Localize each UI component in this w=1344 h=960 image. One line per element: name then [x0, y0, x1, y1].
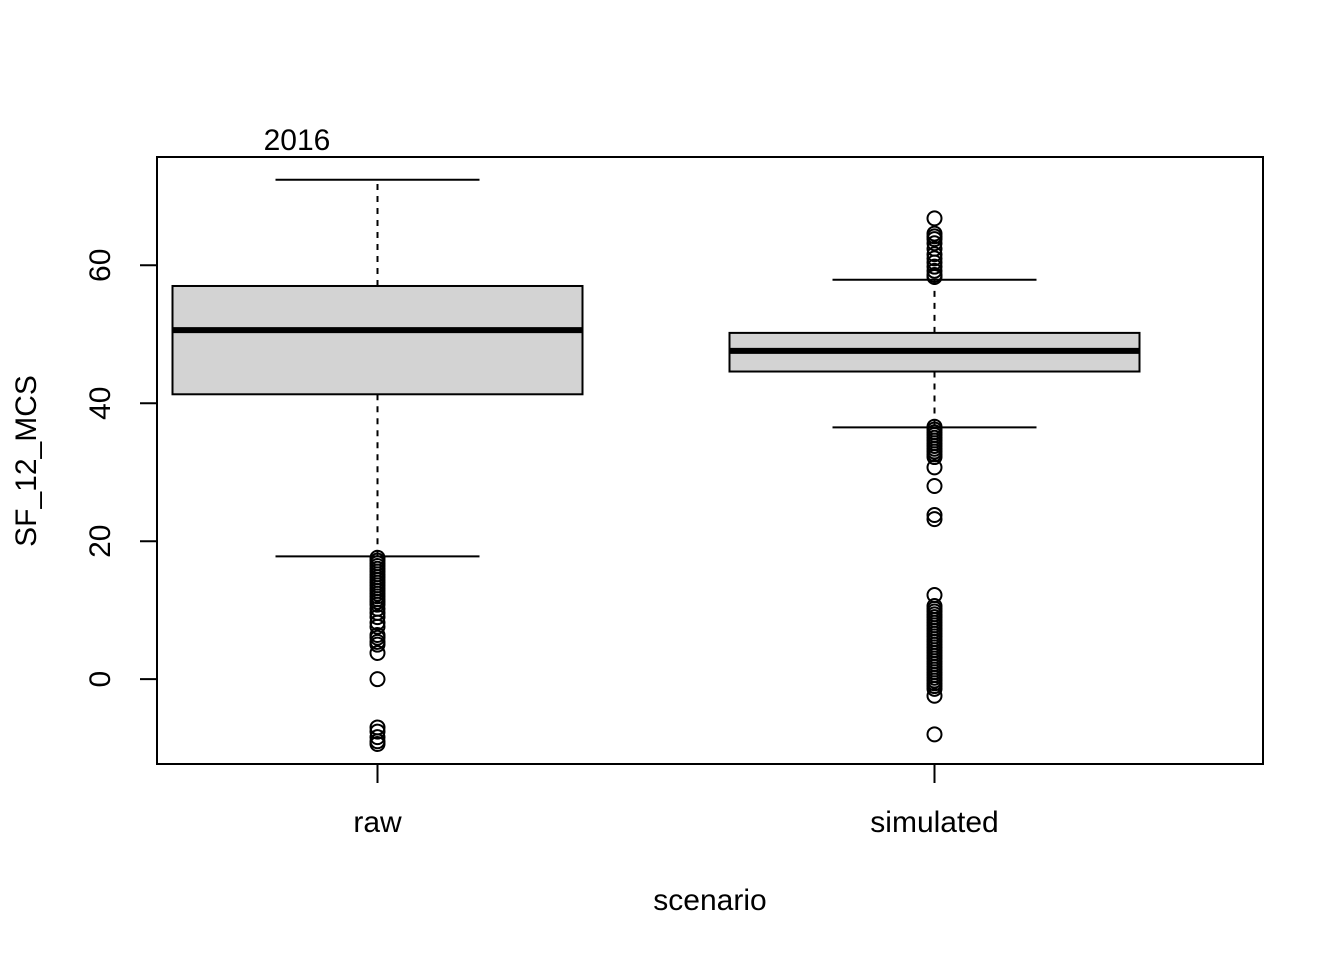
outlier-point — [369, 735, 386, 752]
outlier-point — [369, 671, 386, 688]
x-axis: raw simulated — [353, 764, 999, 839]
y-tick-label: 0 — [84, 671, 117, 688]
box-group-raw — [171, 178, 584, 752]
outlier-point — [926, 210, 943, 227]
panel-title: 2016 — [264, 124, 331, 157]
x-tick-label: raw — [353, 806, 402, 839]
outlier-point — [369, 729, 386, 746]
y-axis: 0 20 40 60 — [84, 249, 158, 688]
outlier-point — [369, 614, 386, 631]
outlier-point — [926, 231, 943, 248]
outlier-point — [369, 596, 386, 613]
y-tick-label: 20 — [84, 525, 117, 558]
outlier-point — [369, 636, 386, 653]
outlier-point — [926, 269, 943, 286]
outlier-point — [926, 511, 943, 528]
box-group-simulated — [728, 210, 1141, 743]
outlier-point — [369, 629, 386, 646]
y-tick-label: 60 — [84, 249, 117, 282]
iqr-box — [171, 284, 584, 396]
plot-frame — [156, 156, 1264, 765]
outlier-point — [926, 459, 943, 476]
outlier-point — [926, 478, 943, 495]
outlier-point — [926, 449, 943, 466]
outlier-point — [369, 618, 386, 635]
outlier-point — [926, 258, 943, 275]
outlier-point — [926, 680, 943, 697]
y-tick-label: 40 — [84, 387, 117, 420]
outlier-point — [926, 246, 943, 263]
outlier-point — [926, 262, 943, 279]
outlier-point — [926, 506, 943, 523]
outlier-point — [926, 235, 943, 252]
x-axis-label: scenario — [653, 884, 766, 917]
outlier-point — [369, 723, 386, 740]
outlier-point — [369, 609, 386, 626]
outlier-point — [369, 644, 386, 661]
y-axis-label: SF_12_MCS — [10, 375, 43, 547]
x-tick-label: simulated — [870, 806, 998, 839]
boxes-layer — [171, 178, 1141, 752]
outlier-point — [926, 687, 943, 704]
outlier-point — [926, 726, 943, 743]
outlier-point — [926, 250, 943, 267]
